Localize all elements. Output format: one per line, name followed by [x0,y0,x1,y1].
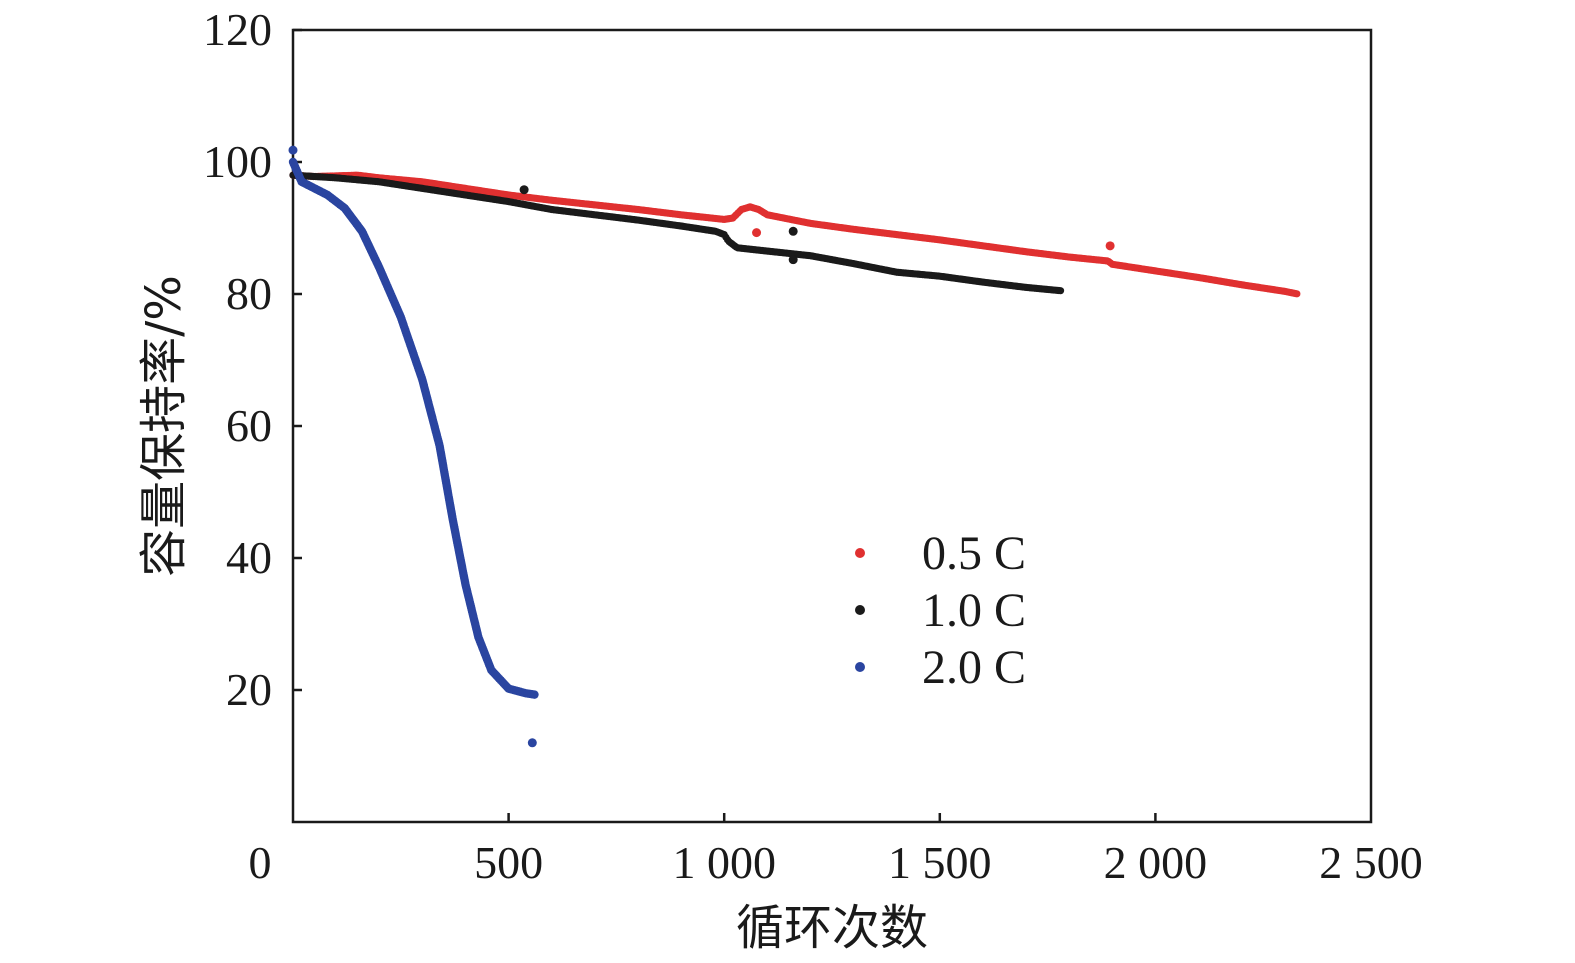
legend: 0.5 C1.0 C2.0 C [855,527,1026,694]
legend-marker [855,548,865,558]
y-tick-label: 20 [226,664,272,715]
legend-label: 2.0 C [922,641,1026,694]
series-2_0C [288,145,539,748]
x-tick-label: 2 500 [1319,837,1423,888]
x-tick-label: 2 000 [1104,837,1208,888]
data-point [288,145,298,155]
legend-marker [855,605,865,615]
data-point [519,185,529,195]
data-point [788,226,798,236]
x-tick-label: 1 000 [672,837,776,888]
y-tick-label: 100 [203,136,272,187]
y-axis: 20 40 60 80 100 120 [203,4,302,715]
data-point [527,738,537,748]
y-tick-label: 80 [226,268,272,319]
data-point [752,228,762,238]
y-tick-label: 40 [226,532,272,583]
data-point [788,255,798,265]
y-tick-label: 60 [226,400,272,451]
y-tick-label: 120 [203,4,272,55]
data-point [1293,290,1301,298]
series-1_0C [289,171,1065,295]
x-tick-label: 0 [249,837,272,888]
data-point [1105,241,1115,251]
x-tick-label: 1 500 [888,837,992,888]
data-point [1056,287,1065,295]
x-axis: 0 500 1 000 1 500 2 000 2 500 [249,813,1423,888]
x-tick-label: 500 [474,837,543,888]
legend-label: 1.0 C [922,584,1026,637]
series-layer [288,145,1301,748]
y-axis-title: 容量保持率/% [136,275,192,577]
data-point [530,690,539,699]
legend-marker [855,662,865,672]
plot-frame [291,28,1373,824]
x-axis-title: 循环次数 [736,900,928,956]
legend-label: 0.5 C [922,527,1026,580]
